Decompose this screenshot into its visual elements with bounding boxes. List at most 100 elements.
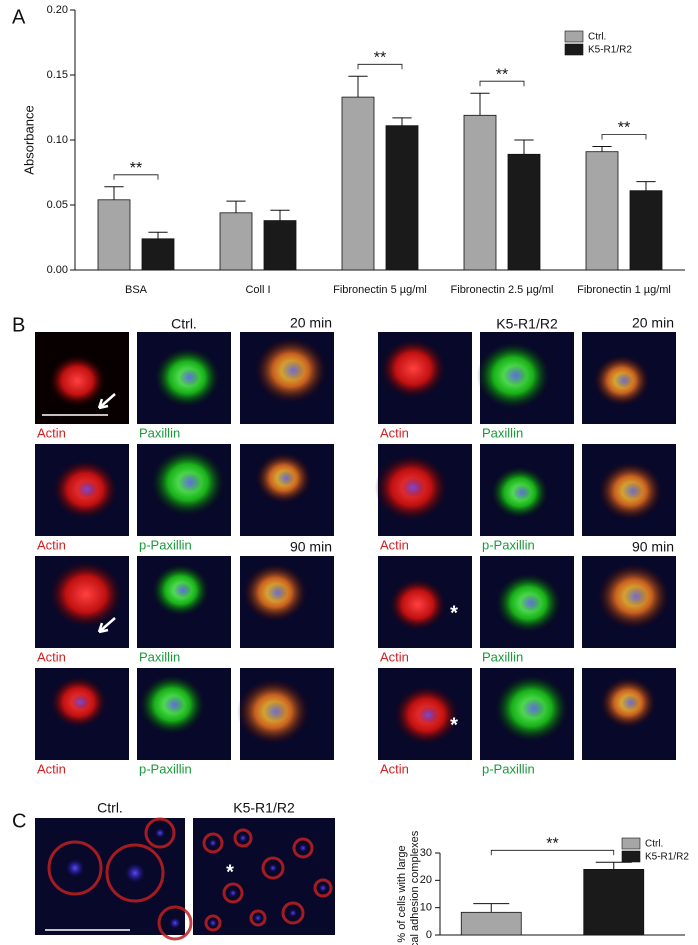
x-tick-label: Fibronectin 5 µg/ml (333, 284, 427, 296)
nucleus (299, 844, 307, 852)
cell (292, 837, 314, 859)
bar (507, 153, 541, 271)
significance-label: ** (130, 160, 142, 177)
channel-label: Actin (380, 537, 409, 552)
significance-bracket (113, 174, 159, 180)
bar (583, 869, 645, 936)
micrograph (374, 444, 472, 536)
significance-bracket (601, 134, 647, 140)
y-axis-label: focal adhesion complexes (409, 830, 421, 945)
nucleus (263, 701, 287, 722)
nucleus (169, 917, 181, 929)
y-tick-label: 0.00 (47, 264, 68, 276)
arrow (97, 617, 116, 634)
nucleus (512, 484, 531, 501)
legend-label: Ctrl. (645, 839, 663, 850)
micrograph (378, 668, 472, 760)
micrograph (480, 444, 574, 536)
micrograph (137, 668, 231, 760)
micrograph (35, 556, 129, 648)
channel-label: p-Paxillin (139, 761, 192, 776)
micrograph (35, 817, 193, 941)
y-tick-label: 0.05 (47, 199, 68, 211)
x-tick-label: Fibronectin 2.5 µg/ml (451, 284, 554, 296)
error-bar (148, 231, 168, 239)
cell (249, 909, 267, 927)
legend-label: K5-R1/R2 (588, 45, 632, 56)
error-bar (226, 200, 246, 213)
channel-label: Paxillin (482, 649, 523, 664)
nucleus (269, 864, 277, 872)
channel-label: Actin (380, 649, 409, 664)
asterisk: * (450, 602, 458, 624)
significance-bracket (357, 63, 403, 70)
nucleus (209, 919, 217, 927)
panel-label: C (12, 810, 26, 832)
nucleus (76, 480, 98, 499)
bar (219, 212, 253, 271)
legend-swatch (564, 30, 584, 43)
channel-label: p-Paxillin (139, 537, 192, 552)
micrograph (137, 556, 231, 648)
cell (157, 905, 193, 941)
channel-label: Actin (380, 761, 409, 776)
cell (380, 339, 446, 399)
group-title: K5-R1/R2 (496, 316, 558, 332)
micrograph (378, 332, 472, 424)
micrograph (582, 332, 676, 424)
legend-label: Ctrl. (588, 32, 606, 43)
nucleus (319, 884, 327, 892)
time-label: 90 min (290, 539, 332, 555)
nucleus (209, 839, 217, 847)
y-axis-label: % of cells with large (396, 845, 408, 942)
nucleus (173, 582, 192, 598)
error-bar (392, 117, 412, 126)
micrograph (480, 668, 574, 760)
cell (105, 843, 165, 903)
nucleus (163, 695, 185, 714)
channel-label: Actin (380, 425, 409, 440)
legend-swatch (621, 837, 641, 850)
time-label: 20 min (290, 315, 332, 331)
bar (341, 96, 375, 271)
significance-label: ** (496, 66, 508, 83)
nucleus (614, 372, 633, 389)
significance-bracket (479, 80, 525, 87)
channel-label: Paxillin (139, 425, 180, 440)
channel-label: Actin (37, 425, 66, 440)
time-label: 20 min (632, 315, 674, 331)
nucleus (254, 914, 262, 922)
nucleus (289, 909, 297, 917)
cell (233, 828, 253, 848)
time-label: 90 min (632, 539, 674, 555)
micrograph (35, 332, 129, 424)
bar (97, 199, 131, 271)
error-bar (592, 146, 612, 152)
cell (49, 561, 123, 628)
nucleus (71, 694, 90, 710)
cell (204, 914, 222, 932)
micrograph (236, 668, 334, 760)
nucleus (178, 368, 200, 387)
y-tick-label: 0.10 (47, 134, 68, 146)
significance-bracket (490, 849, 615, 856)
y-tick-label: 0.15 (47, 69, 68, 81)
channel-label: p-Paxillin (482, 537, 535, 552)
nucleus (125, 863, 145, 883)
y-tick-label: 0.20 (47, 4, 68, 16)
micrograph (582, 556, 676, 648)
bar (585, 151, 619, 271)
micrograph (582, 444, 676, 536)
nucleus (503, 365, 527, 386)
micrograph (35, 444, 129, 536)
significance-label: ** (374, 50, 386, 67)
channel-label: Actin (37, 537, 66, 552)
bar (463, 114, 497, 271)
micrograph (240, 332, 334, 424)
cell (389, 578, 447, 631)
error-bar (595, 861, 632, 870)
nucleus (401, 477, 425, 498)
legend-swatch (564, 43, 584, 56)
